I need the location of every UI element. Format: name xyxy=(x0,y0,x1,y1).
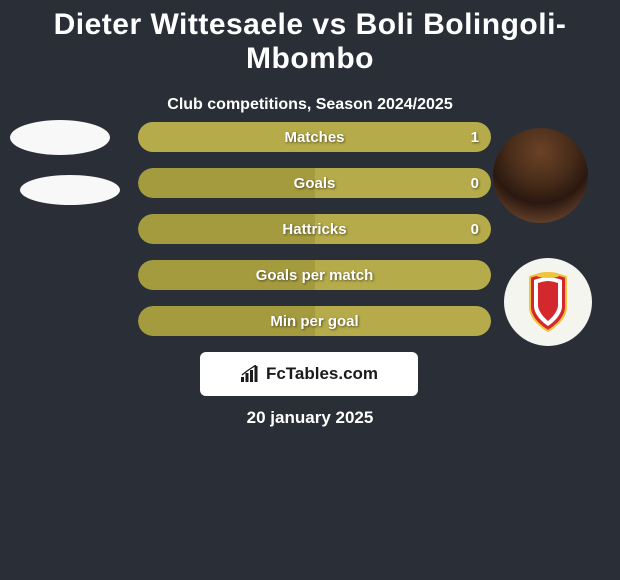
chart-icon xyxy=(240,365,262,383)
stat-row-goals: Goals 0 xyxy=(138,168,491,198)
stat-label: Hattricks xyxy=(138,214,491,244)
player-left-photo-1 xyxy=(10,120,110,155)
brand-box: FcTables.com xyxy=(200,352,418,396)
player-right-photo xyxy=(493,128,588,223)
stat-row-matches: Matches 1 xyxy=(138,122,491,152)
page-title: Dieter Wittesaele vs Boli Bolingoli-Mbom… xyxy=(0,0,620,76)
stat-row-goals-per-match: Goals per match xyxy=(138,260,491,290)
stat-label: Goals xyxy=(138,168,491,198)
stat-row-min-per-goal: Min per goal xyxy=(138,306,491,336)
stat-label: Matches xyxy=(138,122,491,152)
stat-value-right: 0 xyxy=(471,168,479,198)
date-text: 20 january 2025 xyxy=(0,408,620,428)
brand-text: FcTables.com xyxy=(266,364,378,384)
badge-crest xyxy=(524,271,572,333)
subtitle: Club competitions, Season 2024/2025 xyxy=(0,96,620,114)
stat-value-right: 1 xyxy=(471,122,479,152)
player-left-photo-2 xyxy=(20,175,120,205)
stats-list: Matches 1 Goals 0 Hattricks 0 Goals per … xyxy=(138,122,491,352)
club-badge-right xyxy=(504,258,592,346)
stat-label: Min per goal xyxy=(138,306,491,336)
stat-row-hattricks: Hattricks 0 xyxy=(138,214,491,244)
stat-value-right: 0 xyxy=(471,214,479,244)
comparison-card: Dieter Wittesaele vs Boli Bolingoli-Mbom… xyxy=(0,0,620,580)
stat-label: Goals per match xyxy=(138,260,491,290)
